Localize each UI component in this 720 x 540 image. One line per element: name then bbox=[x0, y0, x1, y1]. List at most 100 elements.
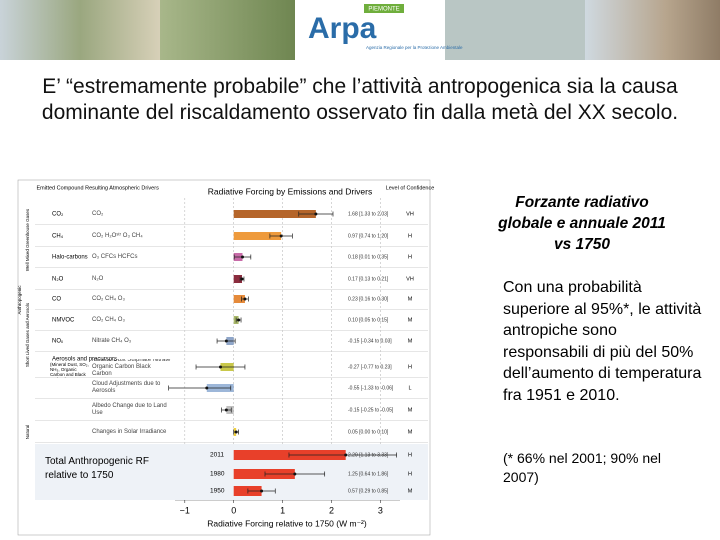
value-dot bbox=[314, 212, 318, 216]
confidence: M bbox=[408, 488, 413, 494]
compound: Halo-carbons bbox=[52, 255, 88, 261]
value-label: 0.10 [0.05 to 0.15] bbox=[348, 317, 389, 323]
drivers-box: CO₂ CH₄ O₃ bbox=[92, 316, 125, 323]
drivers-box: Mineral Dust Sulphate Nitrate Organic Ca… bbox=[92, 359, 171, 375]
drivers: Changes in Solar Irradiance bbox=[92, 428, 167, 435]
figure-title: Radiative Forcing by Emissions and Drive… bbox=[208, 186, 372, 196]
value-label: 0.57 [0.29 to 0.85] bbox=[348, 488, 389, 494]
x-tick-label: 0 bbox=[231, 505, 236, 515]
banner-photo bbox=[160, 0, 295, 60]
confidence: M bbox=[408, 296, 413, 302]
banner-photo bbox=[0, 0, 160, 60]
value-label: 1.68 [1.33 to 2.03] bbox=[348, 211, 389, 217]
drivers-box: Nitrate CH₄ O₃ bbox=[92, 338, 131, 344]
value-dot bbox=[279, 234, 283, 238]
drivers-box: O₃ CFCs HCFCs bbox=[92, 253, 138, 260]
drivers: CO₂ H₂Oˢᵗʳ O₃ CH₄ bbox=[92, 232, 143, 239]
drivers: CO₂ bbox=[92, 210, 104, 217]
value-dot bbox=[241, 255, 244, 259]
confidence: VH bbox=[406, 276, 414, 282]
value-label: 1.25 [0.64 to 1.86] bbox=[348, 471, 389, 477]
value-label: -0.15 [-0.25 to -0.05] bbox=[348, 407, 394, 413]
banner-photo bbox=[585, 0, 720, 60]
compound-note-box: (Mineral Dust, SO₂, NH₃, Organic Carbon … bbox=[50, 362, 89, 378]
value-dot bbox=[243, 297, 247, 301]
value-dot bbox=[205, 386, 209, 390]
value-label: 0.23 [0.16 to 0.30] bbox=[348, 296, 389, 302]
drivers-box: Cloud Adjustments due to Aerosols bbox=[92, 381, 161, 394]
logo-subtitle: Agenzia Regionale per la Protezione Ambi… bbox=[366, 45, 463, 50]
column-header: Level of Confidence bbox=[386, 185, 435, 191]
value-dot bbox=[224, 339, 228, 343]
confidence: H bbox=[408, 233, 412, 239]
slide-title: E’ “estremamente probabile” che l’attivi… bbox=[41, 75, 679, 124]
x-axis-label: Radiative Forcing relative to 1750 (W m⁻… bbox=[207, 518, 367, 528]
confidence: H bbox=[408, 471, 412, 477]
compound-note: (Mineral Dust, SO₂, NH₃, Organic Carbon … bbox=[50, 362, 89, 378]
column-header: Resulting Atmospheric Drivers bbox=[85, 185, 159, 191]
bar bbox=[233, 469, 295, 479]
year: 2011 bbox=[210, 452, 224, 459]
confidence: H bbox=[408, 452, 412, 458]
drivers: Albedo Change due to Land Use bbox=[92, 403, 167, 416]
group-label: Short Lived Gases and Aerosols bbox=[25, 302, 30, 367]
compound: CO bbox=[52, 297, 61, 303]
value-label: 0.18 [0.01 to 0.35] bbox=[348, 254, 389, 260]
x-tick-label: 3 bbox=[378, 505, 383, 515]
group-label: Well Mixed Greenhouse Gases bbox=[25, 208, 30, 271]
drivers: O₃ CFCs HCFCs bbox=[92, 253, 138, 260]
drivers: N₂O bbox=[92, 275, 104, 282]
year: 1980 bbox=[210, 471, 225, 478]
bar bbox=[233, 232, 282, 240]
badge-bg bbox=[364, 4, 404, 13]
total-label: Total Anthropogenic RF relative to 1750 bbox=[45, 456, 149, 481]
value-label: 0.17 [0.13 to 0.21] bbox=[348, 276, 389, 282]
total-label-box: Total Anthropogenic RF relative to 1750 bbox=[45, 456, 149, 481]
confidence: M bbox=[408, 317, 413, 323]
value-label: 0.97 [0.74 to 1.20] bbox=[348, 233, 389, 239]
drivers-box: N₂O bbox=[92, 275, 104, 282]
year: 1950 bbox=[210, 488, 225, 495]
drivers-box: CO₂ H₂Oˢᵗʳ O₃ CH₄ bbox=[92, 232, 143, 239]
drivers-box: Albedo Change due to Land Use bbox=[92, 403, 167, 416]
side-heading: Forzante radiativo globale e annuale 201… bbox=[498, 194, 666, 253]
confidence: H bbox=[408, 254, 412, 260]
drivers-box: Changes in Solar Irradiance bbox=[92, 428, 167, 435]
value-dot bbox=[293, 472, 297, 476]
drivers: CO₂ CH₄ O₃ bbox=[92, 316, 125, 323]
confidence: M bbox=[408, 338, 413, 344]
value-dot bbox=[234, 430, 238, 434]
bar bbox=[233, 275, 243, 283]
banner-photo bbox=[445, 0, 585, 60]
side-body: Con una probabilità superiore al 95%*, l… bbox=[503, 279, 702, 404]
drivers: CO₂ CH₄ O₃ bbox=[92, 295, 125, 302]
value-label: 0.05 [0.00 to 0.10] bbox=[348, 429, 389, 435]
compound: NMVOC bbox=[52, 318, 75, 324]
confidence: M bbox=[408, 407, 413, 413]
x-tick-label: 2 bbox=[329, 505, 334, 515]
drivers: Cloud Adjustments due to Aerosols bbox=[92, 381, 161, 394]
bar bbox=[233, 210, 316, 218]
drivers-box: CO₂ CH₄ O₃ bbox=[92, 295, 125, 302]
group-label: Natural bbox=[25, 425, 30, 440]
drivers: Mineral Dust Sulphate Nitrate Organic Ca… bbox=[92, 359, 171, 375]
value-label: 2.29 [1.13 to 3.33] bbox=[348, 452, 389, 458]
x-tick-label: −1 bbox=[180, 505, 190, 515]
drivers-box: CO₂ bbox=[92, 210, 104, 217]
badge: PIEMONTE bbox=[368, 7, 399, 13]
side-note: (* 66% nel 2001; 90% nel 2007) bbox=[503, 450, 661, 485]
value-dot bbox=[240, 277, 244, 281]
compound: Aerosols and precursors bbox=[52, 357, 117, 363]
value-dot bbox=[344, 453, 348, 457]
compound: CO₂ bbox=[52, 212, 64, 218]
x-tick-label: 1 bbox=[280, 505, 285, 515]
value-dot bbox=[218, 365, 222, 369]
confidence: L bbox=[408, 385, 411, 391]
confidence: M bbox=[408, 429, 413, 435]
value-dot bbox=[260, 489, 264, 493]
value-dot bbox=[237, 318, 241, 322]
value-label: -0.15 [-0.34 to 0.03] bbox=[348, 338, 392, 344]
value-dot bbox=[224, 408, 228, 412]
